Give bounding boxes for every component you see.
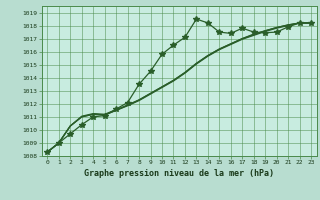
X-axis label: Graphe pression niveau de la mer (hPa): Graphe pression niveau de la mer (hPa) (84, 169, 274, 178)
